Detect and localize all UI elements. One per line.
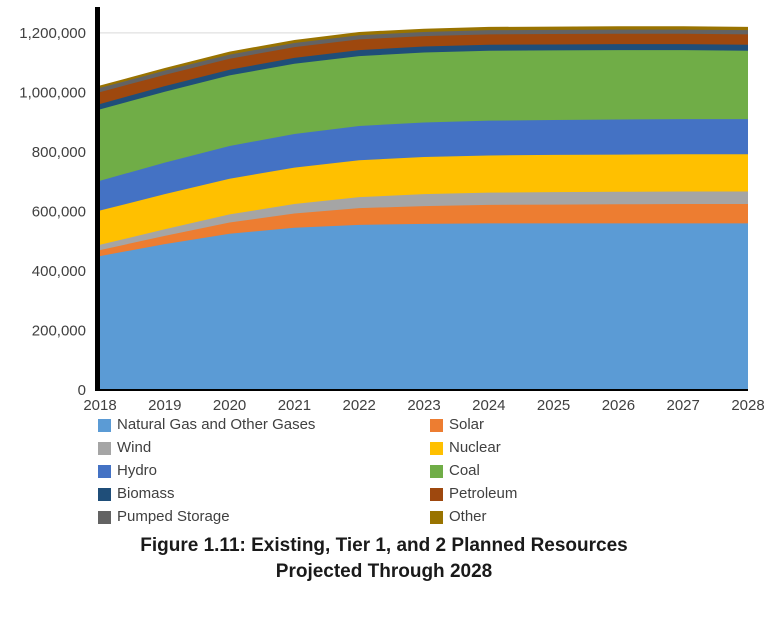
legend-label: Solar [449,416,485,433]
legend-item-other: Other [430,509,670,525]
legend-swatch [430,441,443,455]
legend-label: Biomass [117,485,175,502]
legend-swatch [98,510,111,524]
legend-item-petroleum: Petroleum [430,486,670,502]
legend-label: Wind [117,439,152,456]
legend-swatch [98,487,111,501]
legend-swatch [430,464,443,478]
legend-item-solar: Solar [430,417,670,433]
y-tick-label: 600,000 [32,203,86,220]
x-tick-label: 2026 [602,397,635,414]
legend-item-natural-gas-and-other-gases: Natural Gas and Other Gases [98,417,430,433]
legend-item-wind: Wind [98,440,430,456]
x-tick-label: 2028 [731,397,764,414]
y-tick-label: 1,000,000 [19,84,86,101]
y-tick-label: 1,200,000 [19,25,86,42]
legend-label: Pumped Storage [117,508,230,525]
legend-swatch [430,510,443,524]
x-tick-label: 2023 [407,397,440,414]
x-tick-label: 2020 [213,397,246,414]
x-tick-label: 2022 [343,397,376,414]
legend-label: Petroleum [449,485,518,502]
x-tick-label: 2018 [83,397,116,414]
legend-item-pumped-storage: Pumped Storage [98,509,430,525]
legend-swatch [98,464,111,478]
legend-item-biomass: Biomass [98,486,430,502]
x-tick-label: 2021 [278,397,311,414]
legend-label: Nuclear [449,439,501,456]
legend-swatch [98,441,111,455]
legend-item-nuclear: Nuclear [430,440,670,456]
y-tick-label: 800,000 [32,144,86,161]
legend-swatch [98,418,111,432]
y-tick-label: 400,000 [32,263,86,280]
stacked-area-chart: 0 200,000 400,000 600,000 800,000 1,000,000 1,… [19,7,765,414]
figure-caption-line1: Figure 1.11: Existing, Tier 1, and 2 Pla… [140,535,628,556]
legend-label: Hydro [117,462,158,479]
x-tick-label: 2025 [537,397,570,414]
x-tick-label: 2024 [472,397,505,414]
y-axis-line [95,7,100,390]
figure-caption: Figure 1.11: Existing, Tier 1, and 2 Pla… [0,533,768,584]
legend-item-coal: Coal [430,463,670,479]
legend-label: Coal [449,462,480,479]
legend-item-hydro: Hydro [98,463,430,479]
y-tick-label: 200,000 [32,322,86,339]
legend-swatch [430,487,443,501]
figure-caption-line2: Projected Through 2028 [275,560,493,582]
legend-swatch [430,418,443,432]
legend-label: Natural Gas and Other Gases [117,416,316,433]
x-tick-label: 2027 [667,397,700,414]
x-tick-label: 2019 [148,397,181,414]
chart-legend: Natural Gas and Other Gases Solar Wind Nucl… [98,417,768,525]
stacked-area-chart-figure: 0 200,000 400,000 600,000 800,000 1,000,000 1,… [0,7,768,584]
legend-label: Other [449,508,487,525]
y-tick-label: 0 [78,382,86,399]
area-natural-gas-and-other-gases [100,223,748,390]
